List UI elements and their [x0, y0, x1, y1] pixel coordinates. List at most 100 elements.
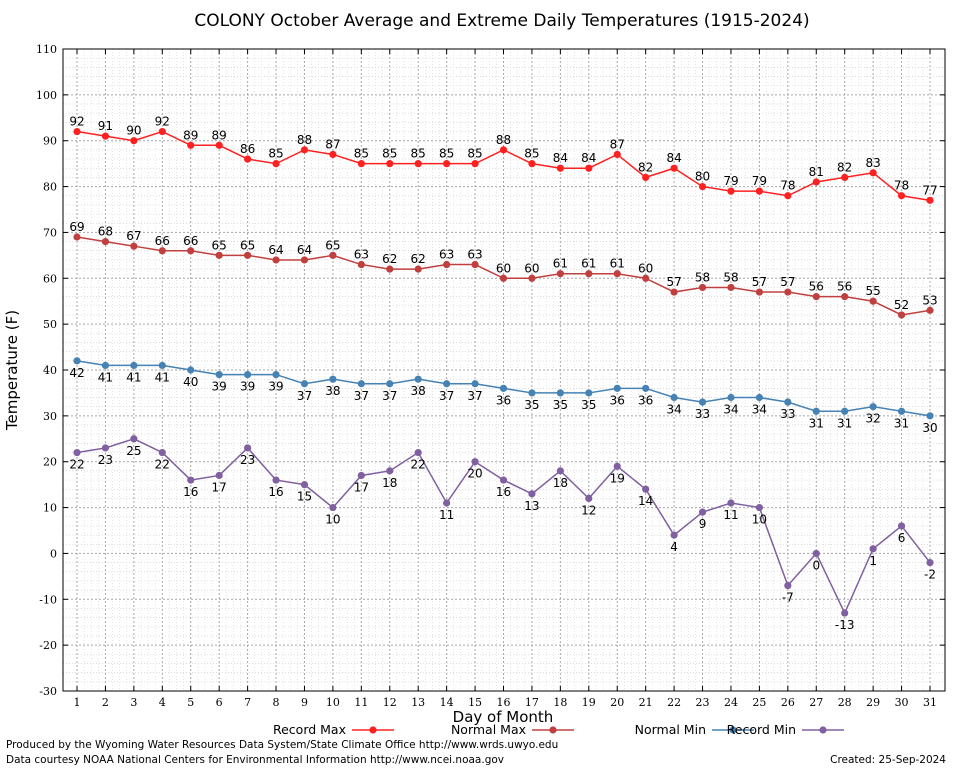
x-tick-label: 19	[582, 696, 596, 709]
normal-max-data-label: 66	[155, 234, 170, 248]
legend-entry-normal-min: Normal Min	[635, 722, 754, 737]
normal-min-data-label: 34	[752, 403, 767, 417]
normal-max-data-label: 61	[581, 257, 596, 271]
normal-max-data-label: 63	[467, 248, 482, 262]
normal-min-data-label: 37	[439, 389, 454, 403]
record-min-point	[784, 581, 792, 590]
normal-max-point	[613, 270, 621, 278]
normal-max-data-label: 56	[809, 280, 824, 294]
normal-min-data-label: 41	[155, 370, 170, 384]
x-tick-label: 18	[553, 696, 567, 709]
y-tick-label: -20	[39, 639, 57, 652]
normal-max-point	[101, 238, 110, 246]
normal-min-data-label: 39	[240, 380, 255, 394]
normal-max-data-label: 64	[268, 243, 283, 257]
record-min-data-label: 19	[610, 471, 625, 485]
record-min-point	[471, 458, 479, 466]
normal-max-data-label: 68	[98, 225, 113, 239]
record-min-data-label: 20	[467, 467, 482, 481]
normal-max-data-label: 63	[439, 248, 454, 262]
record-min-point	[300, 481, 309, 489]
normal-max-data-label: 60	[638, 261, 653, 275]
record-min-point	[926, 559, 934, 567]
record-max-point	[926, 196, 934, 204]
normal-min-data-label: 37	[297, 389, 312, 403]
legend: Record Max Normal Max Normal Min Record Min	[273, 722, 844, 737]
record-max-point	[357, 160, 365, 168]
record-max-data-label: 77	[922, 183, 937, 197]
legend-marker	[819, 726, 827, 734]
record-max-data-label: 85	[439, 147, 454, 161]
x-tick-label: 21	[639, 696, 653, 709]
series-record-max: 92 91 90 92 89 89 86 85 88 87 85 85 85 85 85 88 85 84 84 87…	[69, 115, 938, 204]
normal-max-point	[187, 247, 195, 255]
normal-min-point	[244, 370, 252, 379]
normal-max-point	[130, 242, 138, 250]
record-min-data-label: 23	[240, 453, 255, 467]
normal-min-point	[698, 398, 707, 406]
series-normal-max: 69 68 67 66 66 65 65 64 64 65 63 62 62 63 63 60 60 61 61 61…	[69, 220, 938, 319]
normal-min-data-label: 38	[325, 384, 340, 398]
normal-min-data-label: 41	[126, 370, 141, 384]
record-min-point	[130, 435, 138, 443]
record-min-point	[443, 499, 451, 507]
x-tick-label: 31	[923, 696, 937, 709]
normal-min-data-label: 34	[723, 403, 738, 417]
record-min-point	[272, 476, 280, 484]
normal-min-data-label: 31	[809, 416, 824, 430]
record-min-data-label: 9	[699, 517, 707, 531]
record-max-data-label: 82	[638, 160, 653, 174]
y-tick-label: -30	[39, 685, 57, 698]
record-min-point	[528, 490, 536, 498]
normal-min-data-label: 33	[695, 407, 710, 421]
normal-max-point	[812, 293, 820, 301]
record-max-point	[329, 150, 337, 159]
record-min-data-label: 14	[638, 494, 653, 508]
record-max-point	[386, 160, 394, 168]
record-max-data-label: 92	[69, 115, 84, 129]
record-min-data-label: 16	[496, 485, 511, 499]
y-tick-label: 30	[43, 410, 57, 423]
normal-max-point	[698, 283, 707, 292]
normal-min-data-label: 37	[467, 389, 482, 403]
normal-min-point	[755, 393, 764, 402]
normal-min-data-label: 41	[98, 370, 113, 384]
normal-max-data-label: 57	[780, 275, 795, 289]
x-axis-label: Day of Month	[453, 708, 554, 726]
normal-max-data-label: 61	[553, 257, 568, 271]
x-tick-label: 5	[187, 696, 194, 709]
record-max-data-label: 90	[126, 124, 141, 138]
normal-max-point	[528, 274, 536, 282]
record-min-data-label: 1	[869, 554, 877, 568]
normal-min-data-label: 31	[894, 416, 909, 430]
normal-max-data-label: 66	[183, 234, 198, 248]
normal-max-point	[471, 260, 479, 269]
record-max-data-label: 92	[155, 115, 170, 129]
normal-min-point	[414, 375, 422, 383]
normal-max-data-label: 53	[922, 293, 937, 307]
record-max-data-label: 87	[325, 137, 340, 151]
record-max-point	[613, 150, 621, 159]
record-min-data-label: 10	[752, 513, 767, 527]
normal-max-point	[158, 247, 166, 255]
record-max-data-label: 79	[752, 174, 767, 188]
x-tick-label: 2	[102, 696, 109, 709]
normal-min-data-label: 36	[638, 393, 653, 407]
record-max-data-label: 85	[524, 147, 539, 161]
x-tick-label: 11	[354, 696, 368, 709]
legend-marker	[729, 726, 737, 734]
record-max-point	[812, 178, 820, 186]
record-max-point	[499, 146, 508, 154]
legend-entry-normal-max: Normal Max	[451, 722, 574, 737]
record-min-point	[244, 444, 252, 452]
footer-data-courtesy: Data courtesy NOAA National Centers for …	[6, 754, 504, 766]
record-max-data-label: 78	[894, 179, 909, 193]
x-tick-label: 17	[525, 696, 539, 709]
record-max-data-label: 81	[809, 165, 824, 179]
record-min-data-label: 17	[212, 480, 227, 494]
x-tick-label: 3	[130, 696, 137, 709]
normal-max-data-label: 57	[666, 275, 681, 289]
record-min-data-label: -7	[782, 591, 794, 605]
normal-max-data-label: 60	[524, 261, 539, 275]
